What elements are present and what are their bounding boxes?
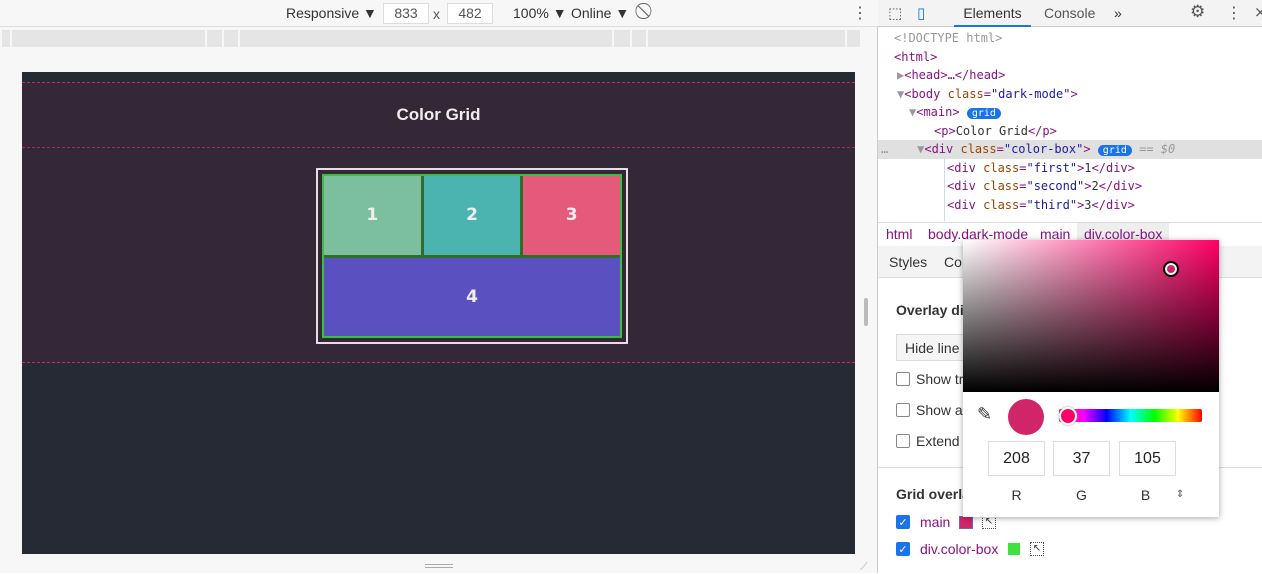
- color-box: 1 2 3 4: [316, 168, 628, 344]
- tab-computed[interactable]: Co: [944, 254, 962, 270]
- inspect-element-icon[interactable]: ⬚: [888, 4, 903, 22]
- breadcrumb-main[interactable]: main: [1040, 226, 1071, 242]
- grid-line: [22, 147, 855, 148]
- width-input[interactable]: 833: [383, 3, 429, 24]
- device-select[interactable]: Responsive ▼: [286, 5, 377, 21]
- color-picker: ✎ 208 37 105 R G B ⇕: [963, 240, 1219, 517]
- breadcrumb-body[interactable]: body.dark-mode: [928, 226, 1029, 242]
- overlay-display-heading: Overlay dis: [896, 302, 972, 318]
- resize-handle-right[interactable]: [864, 298, 868, 326]
- color-handle[interactable]: [1163, 261, 1179, 277]
- device-toolbar: Responsive ▼ 833 x 482 100% ▼ Online ▼ ⃠…: [0, 0, 878, 27]
- device-emulation-area: Responsive ▼ 833 x 482 100% ▼ Online ▼ ⃠…: [0, 0, 878, 573]
- resize-corner-icon[interactable]: ⟋: [860, 560, 868, 573]
- media-query-bar[interactable]: [2, 30, 860, 47]
- breadcrumb-color-box[interactable]: div.color-box: [1077, 223, 1170, 245]
- zoom-label: 100%: [513, 5, 549, 21]
- highlight-element-icon[interactable]: ↖: [1030, 542, 1044, 556]
- eyedropper-icon[interactable]: ✎: [977, 404, 993, 425]
- green-input[interactable]: 37: [1053, 441, 1110, 476]
- tab-console[interactable]: Console: [1044, 5, 1096, 21]
- red-input[interactable]: 208: [988, 441, 1045, 476]
- checkbox-label: Show tr: [916, 371, 964, 387]
- tab-elements[interactable]: Elements: [954, 0, 1031, 27]
- more-tabs-icon[interactable]: »: [1114, 5, 1122, 21]
- dom-child[interactable]: <div class="third">3</div>: [947, 198, 1135, 212]
- device-label: Responsive: [286, 5, 360, 21]
- grid-overlays-heading: Grid overla: [896, 486, 970, 502]
- tree-guide: [944, 159, 945, 221]
- tab-styles[interactable]: Styles: [889, 254, 928, 270]
- grid-cell-fourth: 4: [324, 257, 620, 336]
- grid-cell-second: 2: [423, 176, 521, 255]
- format-toggle-icon[interactable]: ⇕: [1176, 489, 1185, 500]
- highlight-element-icon[interactable]: ↖: [982, 515, 996, 529]
- grid-badge[interactable]: grid: [966, 108, 1001, 119]
- main-element: Color Grid 1 2 3 4: [22, 82, 855, 363]
- dom-child[interactable]: <div class="first">1</div>: [947, 161, 1135, 175]
- page-title: Color Grid: [396, 105, 481, 124]
- zoom-select[interactable]: 100% ▼: [513, 5, 567, 21]
- dom-body[interactable]: ▼<body class="dark-mode">: [897, 87, 1078, 101]
- checkbox-label: Show ar: [916, 402, 968, 418]
- color-box-overlay-checkbox[interactable]: ✓: [896, 542, 910, 556]
- overlay-main-label: main: [920, 514, 951, 530]
- grid-badge[interactable]: grid: [1097, 145, 1132, 156]
- dom-p[interactable]: <p>Color Grid</p>: [934, 124, 1057, 138]
- main-overlay-checkbox[interactable]: ✓: [896, 515, 910, 529]
- more-options-icon[interactable]: ⋮: [1226, 3, 1242, 22]
- dom-html[interactable]: <html>: [894, 50, 938, 64]
- height-input[interactable]: 482: [447, 3, 493, 24]
- dom-main[interactable]: ▼<main> grid: [878, 103, 1262, 122]
- color-preview-swatch: [1008, 399, 1044, 435]
- overlay-color-box-label: div.color-box: [920, 541, 999, 557]
- checkbox-label: Extend g: [916, 433, 972, 449]
- dom-color-box-selected[interactable]: … ▼<div class="color-box"> grid == $0: [878, 140, 1262, 159]
- saturation-value-area[interactable]: [963, 240, 1219, 392]
- resize-handle-bottom[interactable]: [425, 564, 453, 568]
- show-area-names-checkbox[interactable]: [896, 403, 910, 417]
- green-label: G: [1076, 487, 1087, 503]
- dom-doctype[interactable]: <!DOCTYPE html>: [894, 31, 1003, 45]
- page-viewport: Color Grid 1 2 3 4: [22, 72, 855, 554]
- blue-input[interactable]: 105: [1119, 441, 1176, 476]
- dom-head[interactable]: ▶<head>…</head>: [897, 68, 1006, 82]
- extend-grid-lines-checkbox[interactable]: [896, 434, 910, 448]
- dimension-separator: x: [433, 6, 440, 22]
- breadcrumb: html body.dark-mode main div.color-box: [878, 222, 1262, 245]
- blue-label: B: [1140, 487, 1151, 503]
- hue-slider[interactable]: [1059, 409, 1202, 422]
- overlay-color-swatch[interactable]: [1008, 543, 1020, 555]
- dom-child[interactable]: <div class="second">2</div>: [947, 179, 1143, 193]
- grid-cell-first: 1: [324, 176, 421, 255]
- settings-icon[interactable]: ⚙: [1190, 2, 1206, 22]
- close-icon[interactable]: ×: [1254, 3, 1262, 21]
- more-options-icon[interactable]: ⋮: [852, 5, 868, 22]
- breadcrumb-html[interactable]: html: [886, 226, 913, 242]
- devtools-tabbar: ⬚ ▯ Elements Console » ⚙ ⋮ ×: [878, 0, 1262, 27]
- hue-slider-thumb[interactable]: [1059, 407, 1077, 425]
- overlay-color-swatch[interactable]: [959, 516, 973, 529]
- grid-cell-third: 3: [523, 176, 620, 255]
- show-track-sizes-checkbox[interactable]: [896, 372, 910, 386]
- device-toggle-icon[interactable]: ▯: [917, 4, 926, 22]
- red-label: R: [1011, 487, 1022, 503]
- network-label: Online: [571, 5, 612, 21]
- network-select[interactable]: Online ▼: [571, 5, 630, 21]
